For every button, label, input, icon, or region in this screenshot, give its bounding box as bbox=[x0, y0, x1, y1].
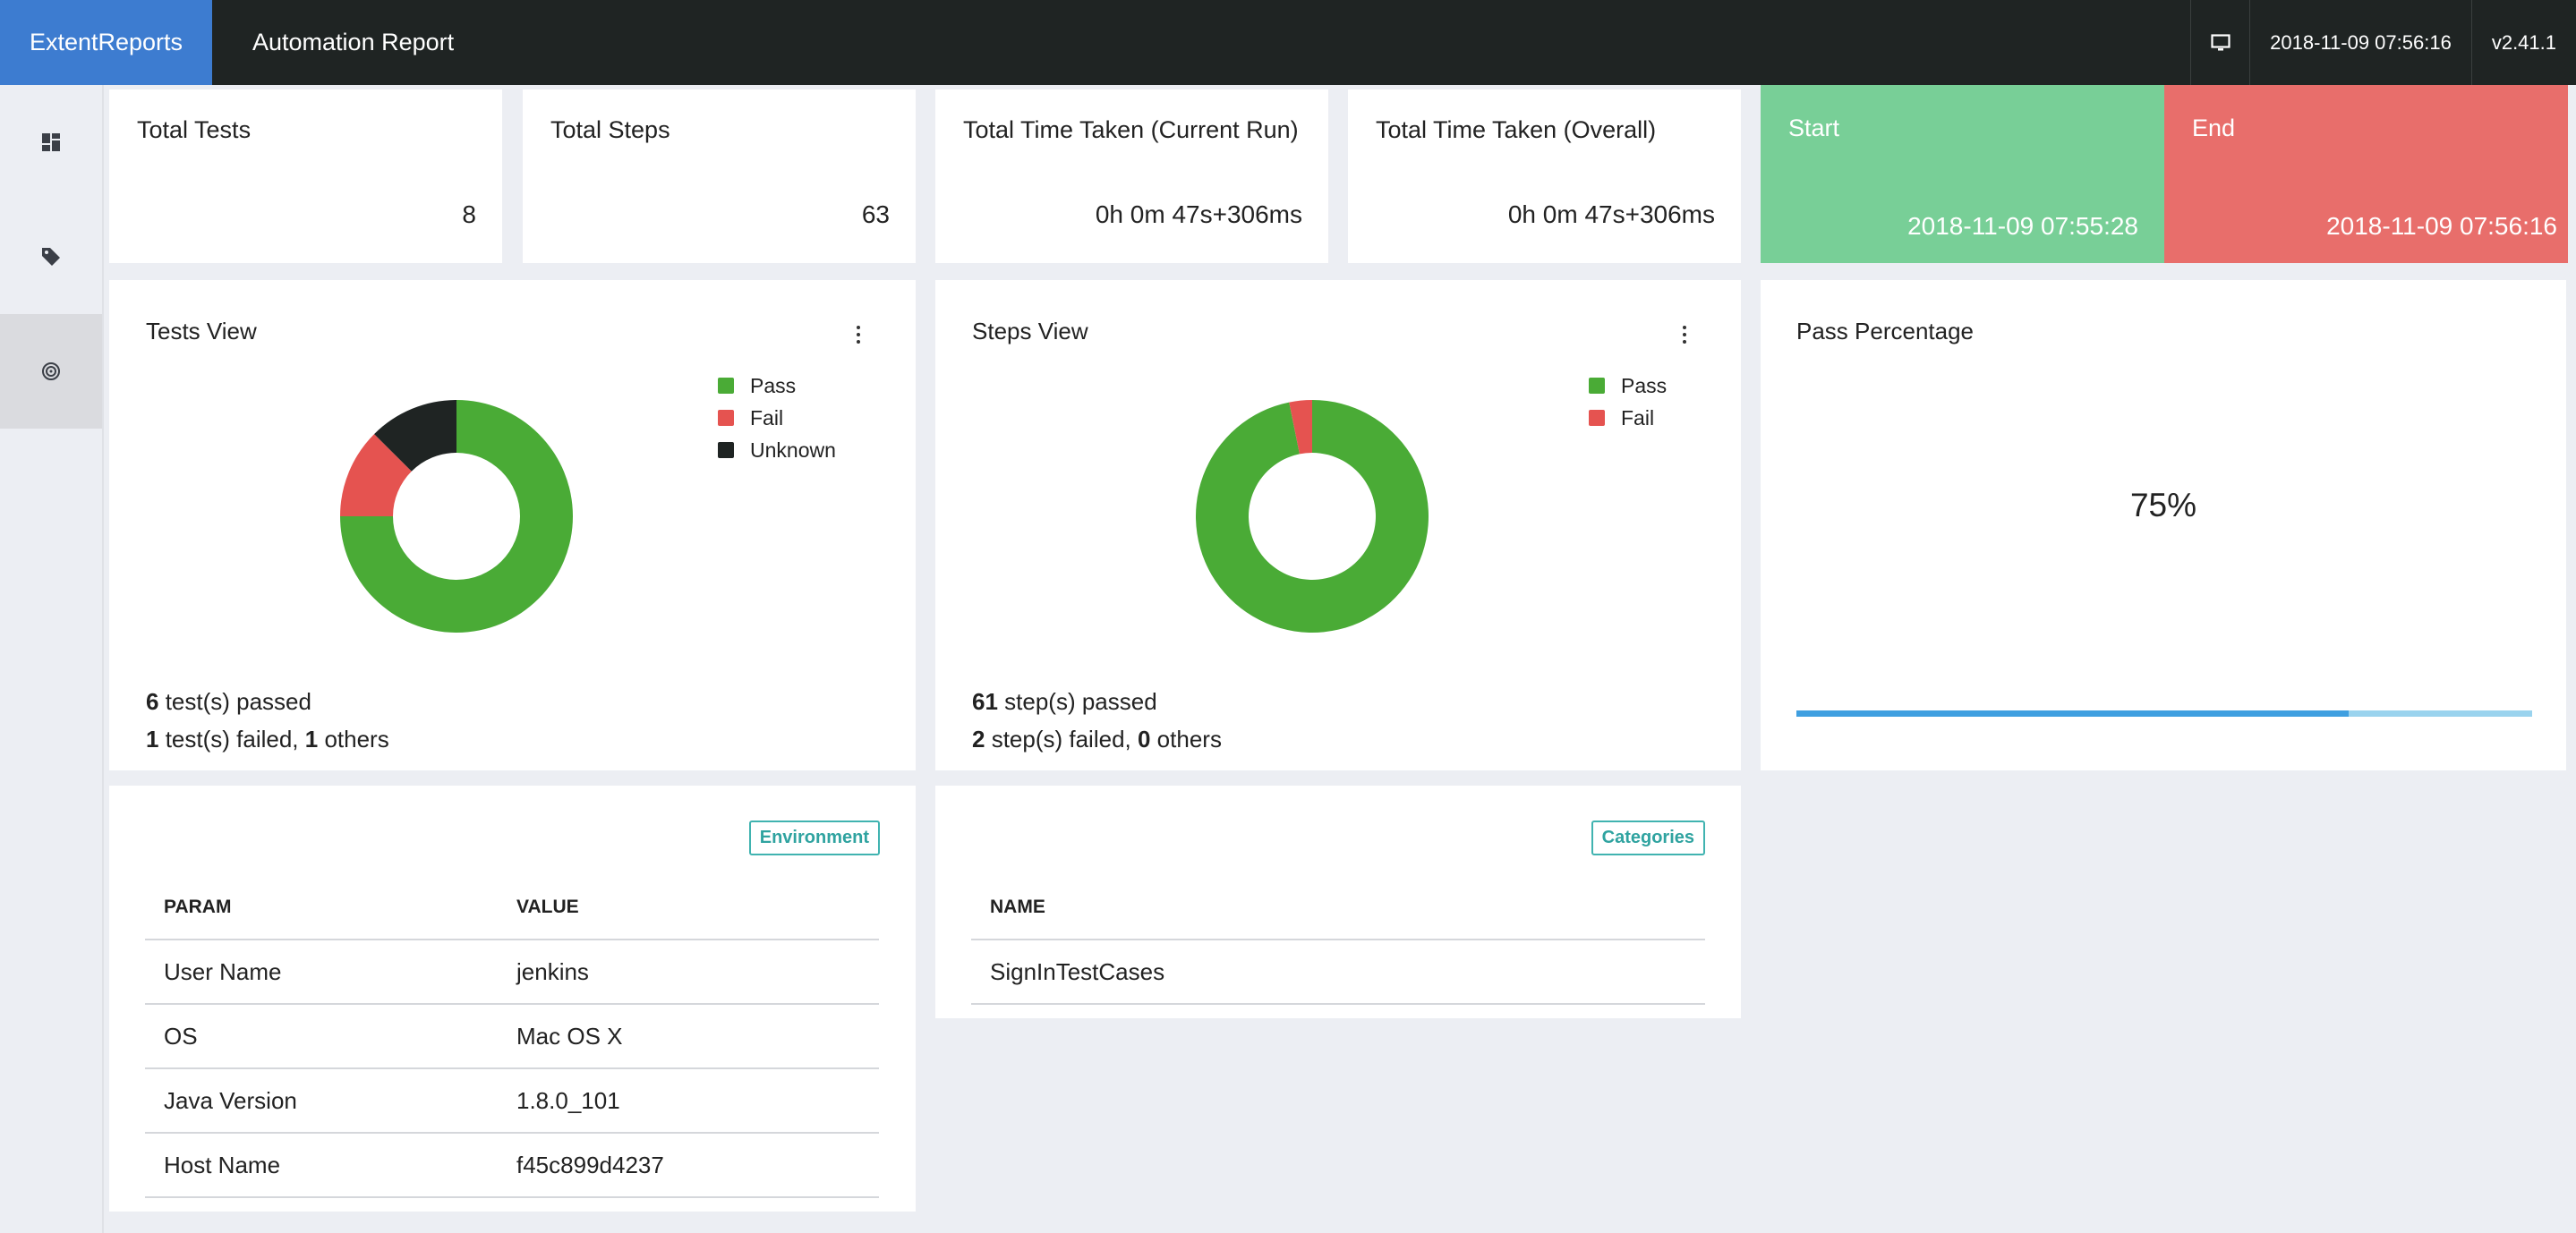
stat-card-time-current: Total Time Taken (Current Run) 0h 0m 47s… bbox=[935, 89, 1328, 263]
param-cell: OS bbox=[145, 1004, 498, 1069]
stat-card-start: Start 2018-11-09 07:55:28 bbox=[1761, 85, 2164, 263]
panel-title: Tests View bbox=[146, 318, 257, 344]
panel-title: Pass Percentage bbox=[1796, 318, 1975, 344]
tests-view-panel: Tests View Pass Fail Unknown 6 test(s) p… bbox=[109, 280, 916, 770]
pass-percentage-value: 75% bbox=[2129, 487, 2197, 523]
environment-panel: Environment PARAM VALUE User Name jenkins… bbox=[109, 786, 916, 1212]
stat-label: Start bbox=[1788, 115, 1840, 141]
stat-card-total-tests: Total Tests 8 bbox=[109, 89, 502, 263]
dashboard-icon bbox=[42, 133, 60, 151]
top-right-group: 2018-11-09 07:56:16 v2.41.1 bbox=[2190, 0, 2576, 85]
steps-legend: Pass Fail bbox=[1589, 370, 1667, 434]
table-header-row: NAME bbox=[971, 875, 1705, 940]
steps-view-panel: Steps View Pass Fail 61 step(s) passed 2… bbox=[935, 280, 1741, 770]
stat-card-total-steps: Total Steps 63 bbox=[523, 89, 916, 263]
pass-percentage-panel: Pass Percentage 75% bbox=[1761, 280, 2566, 770]
panel-title: Steps View bbox=[972, 318, 1088, 344]
table-row: OS Mac OS X bbox=[145, 1004, 879, 1069]
legend-item-fail[interactable]: Fail bbox=[1589, 402, 1667, 434]
param-cell: Host Name bbox=[145, 1133, 498, 1198]
monitor-icon[interactable] bbox=[2190, 0, 2249, 85]
stat-value: 2018-11-09 07:56:16 bbox=[2326, 212, 2557, 240]
stat-label: Total Steps bbox=[550, 116, 670, 143]
donut-slice-pass[interactable] bbox=[340, 400, 573, 633]
stat-value: 2018-11-09 07:55:28 bbox=[1907, 212, 2138, 240]
donut-slice-pass[interactable] bbox=[1196, 400, 1429, 633]
stat-value: 0h 0m 47s+306ms bbox=[1507, 200, 1715, 228]
sidebar-item-tags[interactable] bbox=[0, 200, 102, 314]
steps-donut-chart bbox=[1196, 400, 1429, 633]
category-name-cell[interactable]: SignInTestCases bbox=[971, 940, 1705, 1005]
steps-passed-summary: 61 step(s) passed bbox=[972, 688, 1157, 715]
tag-icon bbox=[42, 248, 60, 266]
fingerprint-icon bbox=[42, 362, 60, 380]
more-options-icon[interactable] bbox=[1674, 321, 1695, 348]
value-cell: jenkins bbox=[498, 940, 879, 1005]
legend-item-pass[interactable]: Pass bbox=[718, 370, 836, 402]
pass-progress-fill bbox=[1796, 710, 2349, 717]
param-cell: Java Version bbox=[145, 1068, 498, 1134]
report-name: Automation Report bbox=[252, 29, 455, 55]
value-cell: f45c899d4237 bbox=[498, 1133, 879, 1198]
top-navbar: ExtentReports Automation Report 2018-11-… bbox=[0, 0, 2576, 85]
table-row: User Name jenkins bbox=[145, 940, 879, 1005]
stat-value: 63 bbox=[861, 200, 890, 228]
stat-label: End bbox=[2192, 115, 2236, 141]
categories-table: NAME SignInTestCases bbox=[971, 875, 1705, 1005]
stat-value: 0h 0m 47s+306ms bbox=[1095, 200, 1302, 228]
more-options-icon[interactable] bbox=[848, 321, 869, 348]
categories-panel: Categories NAME SignInTestCases bbox=[935, 786, 1741, 1018]
environment-badge: Environment bbox=[748, 821, 880, 855]
sidebar-item-analysis[interactable] bbox=[0, 314, 102, 429]
stat-value: 8 bbox=[462, 200, 476, 228]
table-header-row: PARAM VALUE bbox=[145, 875, 879, 940]
sidebar bbox=[0, 85, 104, 1233]
param-cell: User Name bbox=[145, 940, 498, 1005]
stat-card-end: End 2018-11-09 07:56:16 bbox=[2164, 85, 2568, 263]
value-cell: 1.8.0_101 bbox=[498, 1068, 879, 1134]
categories-badge: Categories bbox=[1591, 821, 1705, 855]
table-row: Host Name f45c899d4237 bbox=[145, 1133, 879, 1198]
tests-donut-chart bbox=[340, 400, 573, 633]
legend-item-fail[interactable]: Fail bbox=[718, 402, 836, 434]
table-row[interactable]: SignInTestCases bbox=[971, 940, 1705, 1005]
value-cell: Mac OS X bbox=[498, 1004, 879, 1069]
brand-logo[interactable]: ExtentReports bbox=[0, 0, 212, 85]
tests-legend: Pass Fail Unknown bbox=[718, 370, 836, 466]
stat-label: Total Time Taken (Current Run) bbox=[963, 116, 1299, 143]
tests-passed-summary: 6 test(s) passed bbox=[146, 688, 311, 715]
tests-failed-summary: 1 test(s) failed, 1 others bbox=[146, 726, 389, 753]
report-version: v2.41.1 bbox=[2470, 0, 2576, 85]
report-timestamp: 2018-11-09 07:56:16 bbox=[2249, 0, 2471, 85]
stat-card-time-overall: Total Time Taken (Overall) 0h 0m 47s+306… bbox=[1348, 89, 1741, 263]
donut-slice-fail[interactable] bbox=[340, 434, 412, 516]
column-header-name: NAME bbox=[971, 875, 1705, 940]
donut-slice-fail[interactable] bbox=[1289, 400, 1312, 455]
donut-slice-unknown[interactable] bbox=[374, 400, 456, 472]
legend-item-pass[interactable]: Pass bbox=[1589, 370, 1667, 402]
environment-table: PARAM VALUE User Name jenkins OS Mac OS X … bbox=[145, 875, 879, 1198]
steps-failed-summary: 2 step(s) failed, 0 others bbox=[972, 726, 1222, 753]
table-row: Java Version 1.8.0_101 bbox=[145, 1068, 879, 1134]
column-header-param: PARAM bbox=[145, 875, 498, 940]
stat-label: Total Tests bbox=[137, 116, 252, 143]
sidebar-item-dashboard[interactable] bbox=[0, 85, 102, 200]
stat-label: Total Time Taken (Overall) bbox=[1376, 116, 1657, 143]
legend-item-unknown[interactable]: Unknown bbox=[718, 434, 836, 466]
column-header-value: VALUE bbox=[498, 875, 879, 940]
pass-progress-bar bbox=[1796, 710, 2532, 717]
